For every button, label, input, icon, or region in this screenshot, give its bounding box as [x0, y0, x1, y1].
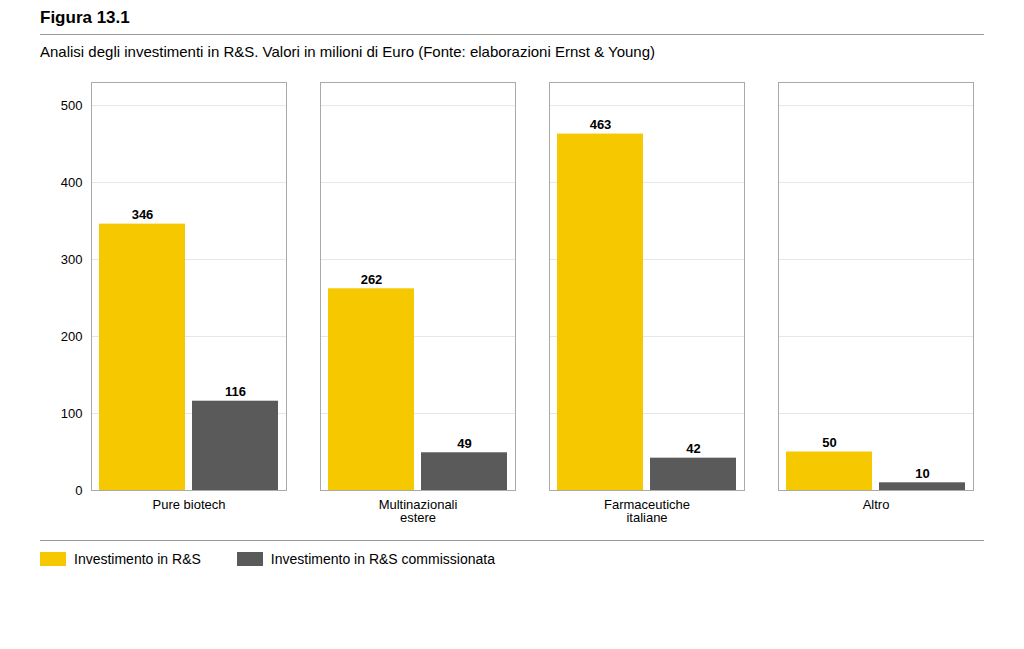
svg-text:346: 346 [132, 207, 154, 222]
svg-text:400: 400 [61, 175, 83, 190]
svg-text:Altro: Altro [863, 497, 890, 512]
svg-text:200: 200 [61, 329, 83, 344]
svg-text:116: 116 [225, 384, 246, 399]
html-text:Investimento in R&S commission: Investimento in R&S commissionata [270, 551, 495, 567]
html-text:Analisi degli investimenti in: Analisi degli investimenti in R&S. Valor… [40, 43, 655, 60]
svg-text:262: 262 [361, 272, 383, 287]
svg-text:Pure biotech: Pure biotech [153, 497, 226, 512]
svg-text:42: 42 [686, 441, 700, 456]
svg-text:500: 500 [61, 98, 83, 113]
html-text:Investimento in R&S: Investimento in R&S [74, 551, 201, 567]
svg-text:Farmaceuticheitaliane: Farmaceuticheitaliane [604, 497, 690, 525]
svg-text:Multinazionaliestere: Multinazionaliestere [379, 497, 458, 525]
svg-text:49: 49 [457, 436, 471, 451]
svg-text:463: 463 [590, 117, 612, 132]
svg-text:300: 300 [61, 252, 83, 267]
svg-text:10: 10 [915, 466, 929, 481]
svg-text:0: 0 [75, 483, 82, 498]
svg-text:50: 50 [822, 435, 836, 450]
svg-text:100: 100 [61, 406, 83, 421]
html-text:Figura 13.1: Figura 13.1 [40, 8, 130, 27]
